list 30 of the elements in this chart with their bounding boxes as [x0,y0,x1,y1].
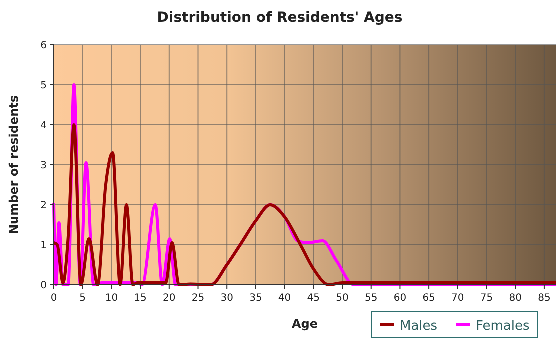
y-tick-label: 4 [40,120,47,132]
x-tick-label: 75 [480,293,494,304]
y-axis-title: Number of residents [7,95,21,235]
chart-title: Distribution of Residents' Ages [157,10,403,26]
y-tick-label: 0 [40,280,47,292]
x-tick-label: 0 [50,293,58,304]
y-tick-label: 5 [40,80,47,92]
y-tick-label: 3 [40,160,47,172]
x-tick-label: 20 [163,293,176,304]
x-tick-label: 50 [336,293,349,304]
x-tick-label: 85 [538,293,551,304]
y-tick-label: 6 [40,40,47,52]
y-tick-label: 2 [40,200,47,212]
x-tick-label: 60 [394,293,407,304]
x-tick-label: 30 [220,293,234,304]
x-axis-title: Age [292,317,318,331]
x-tick-label: 25 [192,293,205,304]
x-tick-label: 55 [364,293,378,304]
y-tick-label: 1 [40,240,47,252]
x-tick-label: 70 [452,293,464,304]
x-tick-label: 15 [134,293,147,304]
legend-label: Males [400,319,438,334]
x-tick-label: 35 [250,293,262,304]
legend-label: Females [476,319,530,334]
x-tick-label: 10 [105,293,118,304]
x-tick-label: 80 [509,293,522,304]
x-tick-label: 45 [307,293,320,304]
x-tick-label: 65 [422,293,436,304]
x-tick-label: 5 [80,293,86,304]
x-tick-label: 40 [278,293,292,304]
